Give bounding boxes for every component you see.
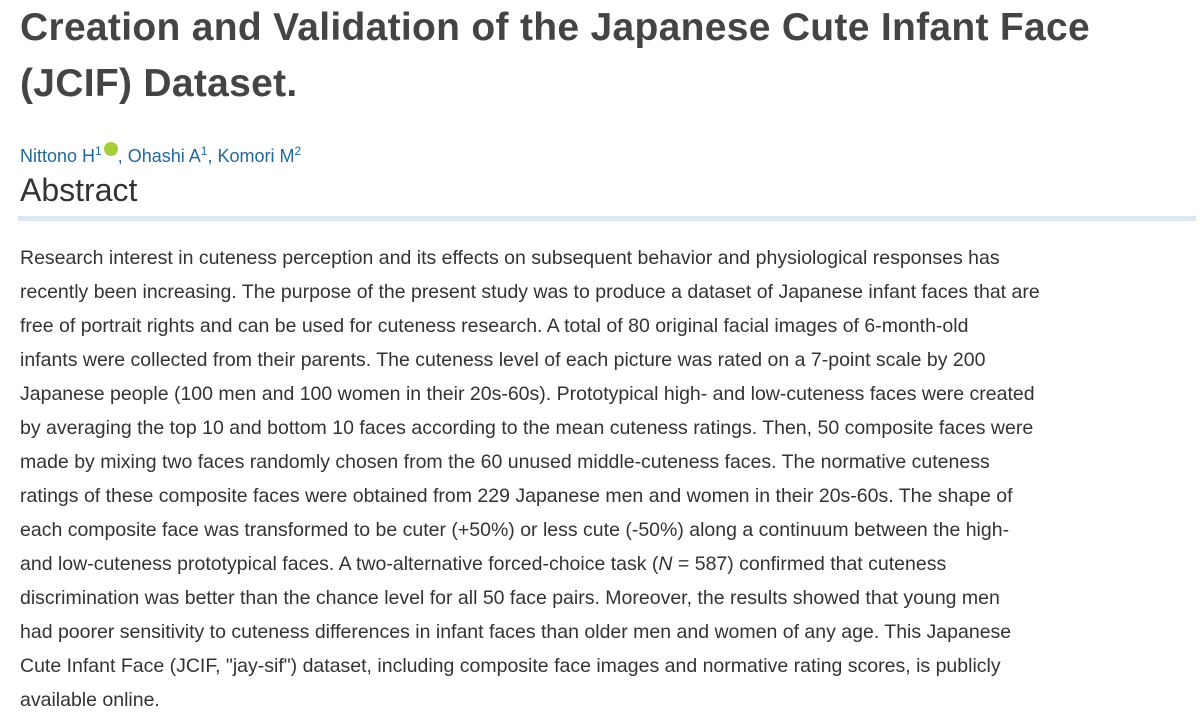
- abstract-line: available online.: [20, 689, 160, 711]
- abstract-line: and low-cuteness prototypical faces. A t…: [20, 547, 1040, 581]
- abstract-line: infants were collected from their parent…: [20, 349, 986, 371]
- abstract-line: discrimination was better than the chanc…: [20, 587, 1000, 609]
- abstract-line: Research interest in cuteness perception…: [20, 247, 1000, 269]
- abstract-heading: Abstract: [20, 172, 138, 208]
- separator: ,: [207, 146, 218, 166]
- abstract-line: by averaging the top 10 and bottom 10 fa…: [20, 417, 1034, 439]
- author-name[interactable]: Ohashi A: [127, 146, 201, 166]
- heading-rule: [18, 216, 1196, 221]
- affiliation: 1: [95, 144, 102, 158]
- affiliation: 2: [294, 144, 302, 158]
- text: and low-cuteness prototypical faces. A t…: [20, 553, 659, 575]
- author-name[interactable]: Nittono H: [20, 146, 96, 166]
- affiliation: 1: [200, 144, 208, 158]
- abstract-line: Japanese people (100 men and 100 women i…: [20, 383, 1035, 405]
- abstract-line: had poorer sensitivity to cuteness diffe…: [20, 621, 1012, 643]
- orcid-icon: [103, 142, 118, 156]
- abstract-line: recently been increasing. The purpose of…: [20, 281, 1040, 303]
- text: = 587) confirmed that cuteness: [672, 553, 947, 575]
- title: Creation and Validation of the Japanese …: [20, 6, 1091, 105]
- authors: Nittono H1, Ohashi A1, Komori M2: [20, 142, 301, 167]
- author-name[interactable]: Komori M: [217, 146, 295, 166]
- abstract-line: made by mixing two faces randomly chosen…: [20, 451, 990, 473]
- abstract-line: free of portrait rights and can be used …: [20, 315, 969, 337]
- abstract-line: Cute Infant Face (JCIF, "jay-sif") datas…: [20, 655, 1001, 677]
- abstract-text: Research interest in cuteness perception…: [20, 241, 1040, 717]
- abstract-line: each composite face was transformed to b…: [20, 519, 1010, 541]
- separator: ,: [117, 146, 128, 166]
- italic-text: N: [658, 553, 673, 575]
- abstract-line: ratings of these composite faces were ob…: [20, 485, 1013, 507]
